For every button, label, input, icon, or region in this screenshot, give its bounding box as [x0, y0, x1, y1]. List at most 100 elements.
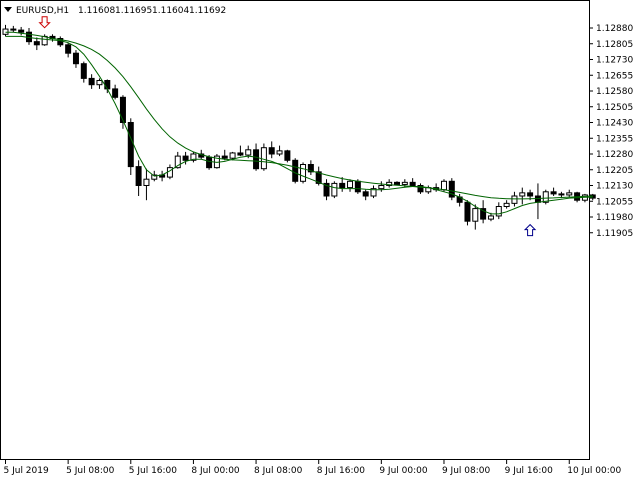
- candle-body-bear: [33, 41, 40, 46]
- candle-body-bear: [65, 44, 72, 54]
- candle: [80, 61, 87, 83]
- candle: [65, 42, 72, 58]
- candle: [519, 187, 526, 205]
- candle-body-bear: [135, 166, 142, 187]
- candle: [386, 179, 393, 188]
- candle-body-bear: [558, 193, 565, 196]
- candle: [550, 187, 557, 196]
- candle-body-bull: [190, 153, 197, 161]
- candle-body-bull: [386, 181, 393, 187]
- candle-body-bear: [292, 159, 299, 182]
- candle-body-bear: [394, 181, 400, 185]
- header-open: 1.11608: [78, 6, 115, 16]
- candle: [221, 149, 228, 161]
- candle-body-bull: [151, 174, 158, 180]
- candle: [135, 160, 142, 196]
- header-high: 1.11695: [115, 6, 152, 16]
- y-tick-label: 1.12280: [596, 150, 633, 160]
- x-tick-label: 9 Jul 00:00: [379, 466, 428, 476]
- candle: [323, 179, 330, 201]
- candle-body-bear: [339, 182, 346, 189]
- candle: [119, 95, 126, 129]
- candle: [237, 145, 244, 157]
- candle-body-bull: [440, 180, 447, 191]
- candle: [88, 74, 95, 89]
- moving-averages-layer: [5, 31, 593, 215]
- y-tick-label: 1.12730: [596, 56, 633, 66]
- candle: [472, 204, 479, 230]
- candle-body-bull: [542, 191, 549, 203]
- candle: [480, 200, 487, 224]
- header-symbol: EURUSD,H1: [16, 6, 69, 16]
- x-tick-label: 8 Jul 16:00: [317, 466, 366, 476]
- candle-body-bull: [472, 208, 479, 222]
- y-tick-label: 1.12205: [596, 166, 633, 176]
- y-tick-label: 1.12130: [596, 182, 633, 192]
- candle-body-bull: [300, 164, 307, 182]
- x-tick-label: 9 Jul 08:00: [442, 466, 491, 476]
- header-close: 1.11692: [189, 6, 226, 16]
- candle-body-bull: [495, 206, 502, 217]
- y-tick-label: 1.11905: [596, 229, 633, 239]
- candle-body-bull: [276, 150, 283, 155]
- x-tick-label: 10 Jul 00:00: [567, 466, 621, 476]
- candle: [417, 183, 424, 194]
- price-axis: 1.12880 1.12805 1.12730 1.12655 1.12580 1.125…: [589, 24, 633, 239]
- y-tick-label: 1.12430: [596, 119, 633, 129]
- candle-body-bull: [143, 178, 150, 186]
- candle: [292, 158, 299, 184]
- candle-body-bear: [237, 152, 244, 156]
- candle-body-bull: [566, 192, 573, 196]
- sell-signal-arrow-icon: [38, 16, 51, 29]
- candle-body-bull: [331, 182, 338, 197]
- candle-body-bull: [260, 147, 267, 170]
- candle: [495, 202, 502, 220]
- candle-body-bear: [112, 88, 119, 98]
- y-tick-label: 1.12505: [596, 103, 633, 113]
- candle-body-bull: [487, 215, 494, 220]
- candle: [10, 25, 17, 33]
- x-tick-label: 8 Jul 08:00: [254, 466, 303, 476]
- header-low: 1.11604: [152, 6, 189, 16]
- candle: [127, 118, 134, 175]
- candle-body-bull: [174, 155, 181, 169]
- candle-body-bear: [268, 147, 275, 155]
- candle-body-bear: [206, 156, 213, 169]
- candle: [96, 78, 103, 89]
- candle-body-bull: [378, 185, 385, 190]
- candle: [112, 84, 119, 100]
- candle: [409, 178, 416, 187]
- ma-slow-line: [5, 31, 593, 200]
- chart-header: EURUSD,H1 1.11608 1.11695 1.11604 1.1169…: [4, 6, 226, 16]
- x-tick-label: 5 Jul 2019: [4, 466, 49, 476]
- candle: [300, 162, 307, 184]
- candle-body-bear: [307, 164, 314, 173]
- time-axis: 5 Jul 2019 5 Jul 08:00 5 Jul 16:00 8 Jul 00…: [4, 460, 622, 476]
- candle-body-bear: [448, 180, 455, 198]
- candle: [339, 177, 346, 192]
- candle-body-bull: [245, 149, 252, 156]
- candle-body-bull: [96, 80, 103, 86]
- y-tick-label: 1.12655: [596, 71, 633, 81]
- header-dropdown-icon[interactable]: [4, 7, 12, 12]
- candle: [182, 151, 189, 165]
- candle: [307, 160, 314, 175]
- candle-body-bear: [80, 63, 87, 79]
- candle: [370, 185, 377, 199]
- candle-body-bear: [315, 171, 322, 184]
- candle-body-bear: [182, 155, 189, 161]
- candle: [362, 189, 369, 201]
- candle-body-bear: [221, 155, 228, 159]
- candle-body-bull: [519, 192, 526, 197]
- candle-body-bull: [503, 202, 510, 208]
- y-tick-label: 1.12880: [596, 24, 633, 34]
- candle-body-bear: [119, 96, 126, 124]
- candle: [448, 178, 455, 201]
- candle: [33, 37, 40, 51]
- candle-body-bull: [401, 181, 408, 185]
- candle: [213, 154, 220, 169]
- candle: [542, 189, 549, 205]
- candle: [72, 50, 79, 68]
- candle-body-bull: [511, 195, 518, 204]
